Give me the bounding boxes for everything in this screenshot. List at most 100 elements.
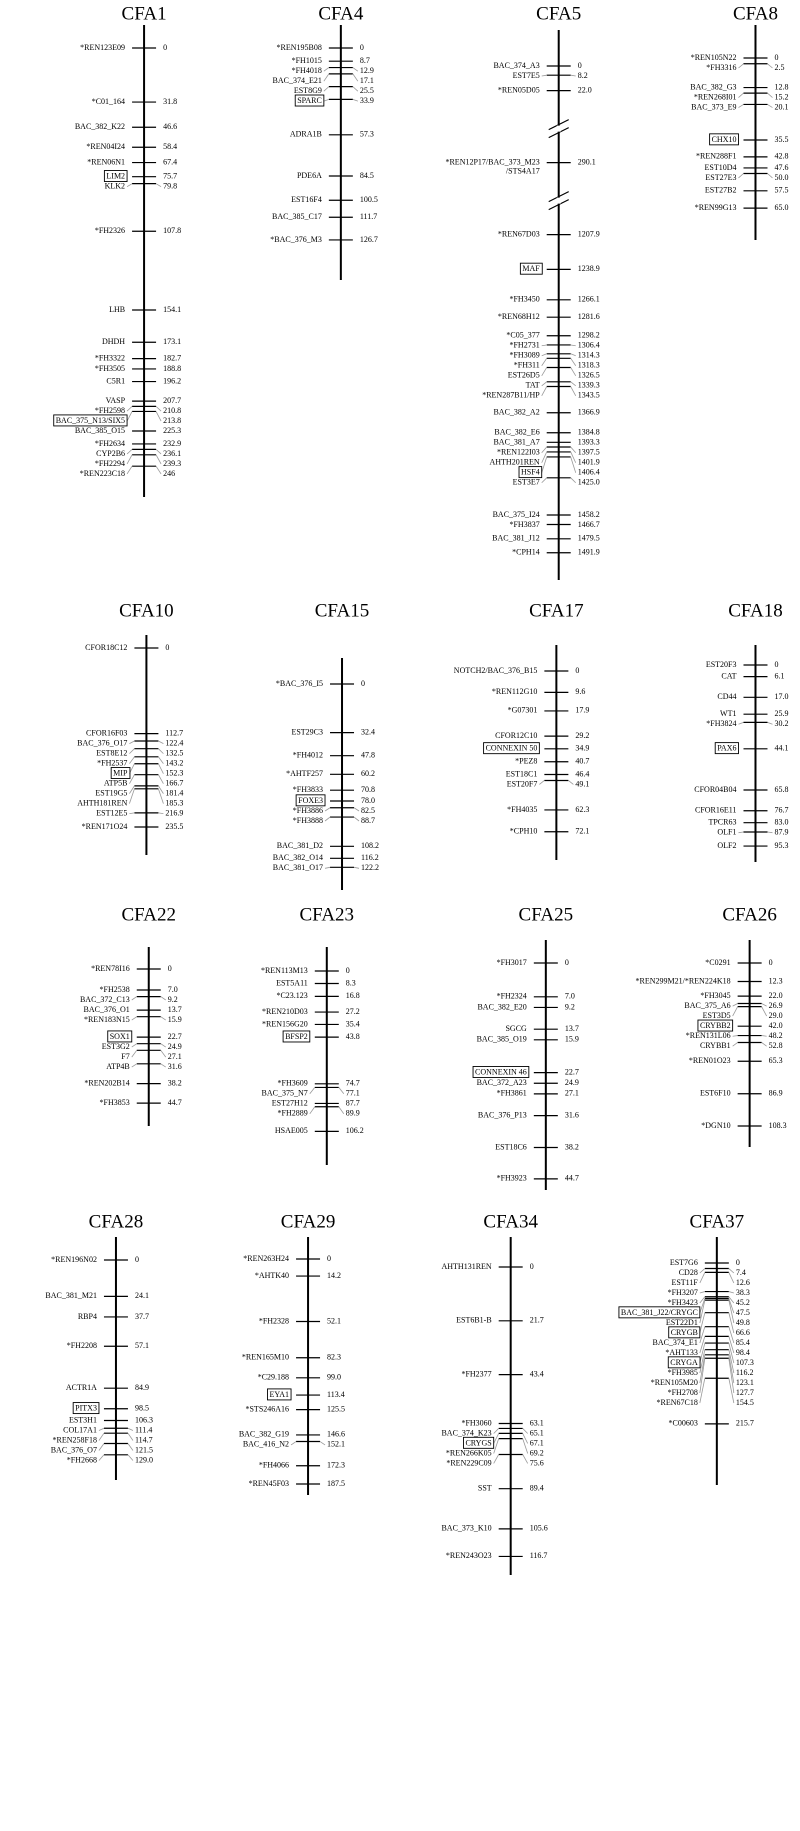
marker-name: EST7G6 — [670, 1258, 698, 1267]
connector — [324, 807, 331, 812]
marker-name: *REN243O23 — [446, 1551, 492, 1560]
chromosome-name: CFA22 — [121, 904, 176, 925]
marker-position: 152.1 — [327, 1440, 345, 1449]
marker-position: 113.4 — [327, 1390, 345, 1399]
connector — [127, 1454, 134, 1461]
marker-name: *REN196N02 — [51, 1255, 97, 1264]
connector — [126, 406, 133, 412]
marker-position: 30.2 — [774, 719, 788, 728]
marker-position: 82.5 — [361, 806, 375, 815]
marker-name: *C01_164 — [92, 97, 125, 106]
marker-position: 27.1 — [168, 1052, 182, 1061]
connector — [699, 1291, 705, 1294]
marker-position: 154.1 — [163, 305, 181, 314]
marker-name: *REN258F18 — [53, 1435, 97, 1444]
marker-position: 21.7 — [530, 1316, 544, 1325]
marker-name: *REN04I24 — [86, 142, 125, 151]
connector — [98, 1443, 105, 1451]
connector — [541, 477, 547, 484]
marker-name: EST27B2 — [705, 186, 737, 195]
marker-position: 66.6 — [736, 1328, 750, 1337]
chromosome: CFA8 *REN105N22 0 *FH3316 2.5 BAC_382_G3 12.8 *… — [690, 3, 788, 240]
connector — [155, 454, 162, 465]
marker-name: *FH3316 — [706, 63, 736, 72]
connector — [699, 1378, 706, 1404]
connector — [493, 1454, 500, 1464]
connector — [699, 1342, 706, 1364]
marker-name: *REN288F1 — [696, 152, 736, 161]
connector — [570, 353, 576, 357]
marker-position: 47.5 — [736, 1308, 750, 1317]
connector — [570, 74, 576, 77]
marker-name: *FH3060 — [461, 1418, 491, 1427]
marker-name: *REN202B14 — [84, 1078, 129, 1087]
marker-name: EST3G2 — [102, 1042, 130, 1051]
marker-name: BAC_381_M21 — [45, 1291, 97, 1300]
marker-position: 108.3 — [769, 1121, 787, 1130]
connector — [160, 996, 166, 1001]
marker-position: 14.2 — [327, 1271, 341, 1280]
marker-name: BAC_385_O15 — [75, 426, 125, 435]
marker-name: CRYGS — [465, 1438, 491, 1447]
marker-position: 0 — [565, 958, 569, 967]
marker-position: 125.5 — [327, 1404, 345, 1413]
marker-name: *G07301 — [508, 706, 538, 715]
marker-position: 236.1 — [163, 449, 181, 458]
marker-position: 1207.9 — [578, 229, 600, 238]
chromosome-name: CFA29 — [281, 1211, 336, 1232]
marker-position: 75.6 — [530, 1458, 544, 1467]
connector — [767, 831, 773, 834]
marker-name: BAC_381_J22/CRYGC — [621, 1308, 698, 1317]
marker-position: 129.0 — [135, 1455, 153, 1464]
marker-position: 0 — [736, 1258, 740, 1267]
connector — [541, 74, 547, 77]
marker-position: 24.9 — [168, 1042, 182, 1051]
marker-name: CD28 — [679, 1268, 698, 1277]
marker-position: 69.2 — [530, 1448, 544, 1457]
marker-position: 57.1 — [135, 1341, 149, 1350]
marker-position: 42.0 — [769, 1021, 783, 1030]
chromosome: CFA15 *BAC_376_I5 0 EST29C3 32.4 *FH4012 47.8 *… — [273, 600, 379, 890]
marker-position: 0 — [774, 660, 778, 669]
marker-position: 114.7 — [135, 1435, 153, 1444]
marker-name: *FH2377 — [461, 1369, 491, 1378]
connector — [158, 748, 164, 754]
marker-name: BFSP2 — [285, 1032, 308, 1041]
marker-name: *FH311 — [514, 361, 540, 370]
marker-position: 1343.5 — [578, 391, 600, 400]
marker-position: 32.4 — [361, 727, 375, 736]
marker-name: BAC_382_G19 — [239, 1430, 289, 1439]
marker-position: 37.7 — [135, 1312, 149, 1321]
connector — [767, 173, 773, 179]
marker-name: *FH3089 — [509, 351, 539, 360]
marker-name: *FH3017 — [497, 958, 527, 967]
connector — [126, 449, 133, 455]
marker-name: BAC_381_D2 — [277, 841, 323, 850]
connector — [98, 1454, 105, 1461]
connector — [522, 1438, 529, 1454]
marker-name: *REN01O23 — [689, 1056, 731, 1065]
marker-position: 1491.9 — [578, 548, 600, 557]
marker-name: *FH1015 — [292, 56, 322, 65]
marker-position: 42.8 — [774, 152, 788, 161]
marker-position: 8.3 — [346, 978, 356, 987]
marker-position: 29.0 — [769, 1011, 783, 1020]
marker-position: 67.1 — [530, 1438, 544, 1447]
connector — [570, 358, 577, 366]
marker-position: 188.8 — [163, 364, 181, 373]
marker-name: MIP — [113, 768, 128, 777]
marker-position: 1314.3 — [578, 351, 600, 360]
connector — [319, 1441, 326, 1446]
connector — [738, 104, 744, 108]
marker-position: 100.5 — [360, 195, 378, 204]
gene-box — [519, 262, 543, 275]
marker-name: *FH3833 — [293, 785, 323, 794]
connector — [699, 1296, 706, 1304]
marker-position: 1466.7 — [578, 520, 600, 529]
marker-name: BAC_376_O7 — [51, 1445, 97, 1454]
marker-name: KLK2 — [105, 182, 125, 191]
marker-name: EST27H12 — [272, 1099, 308, 1108]
marker-name: *REN99G13 — [695, 203, 737, 212]
connector — [352, 98, 358, 102]
